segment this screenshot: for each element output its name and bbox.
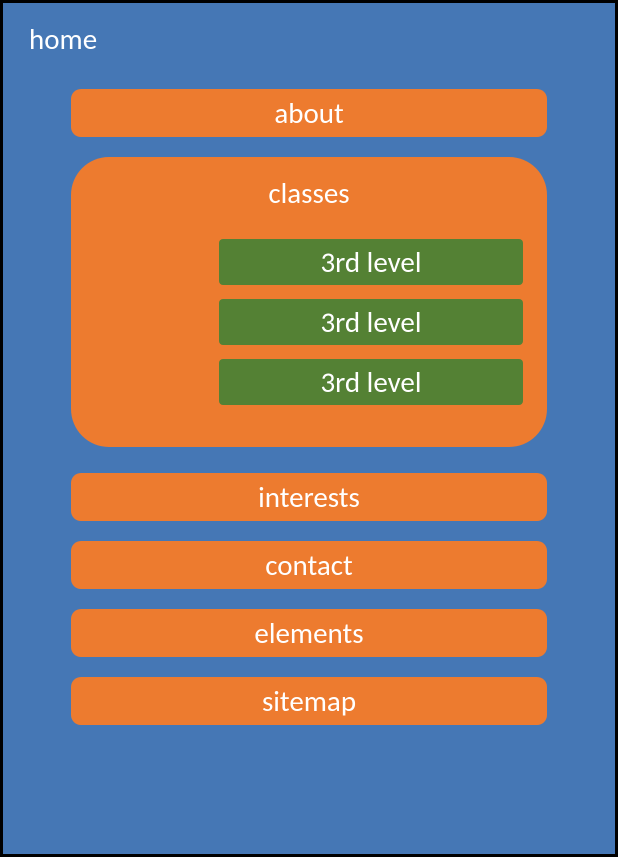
nav-item-sitemap[interactable]: sitemap: [71, 677, 547, 725]
nav-item-interests[interactable]: interests: [71, 473, 547, 521]
nav-item-label: contact: [265, 547, 353, 583]
nav-item-label: classes: [95, 175, 523, 211]
nav-subitem[interactable]: 3rd level: [219, 359, 523, 405]
nav-item-classes-expanded[interactable]: classes 3rd level 3rd level 3rd level: [71, 157, 547, 447]
sitemap-root-container: home about classes 3rd level 3rd level 3…: [0, 0, 618, 857]
nav-item-label: interests: [258, 479, 360, 515]
nav-item-contact[interactable]: contact: [71, 541, 547, 589]
nav-subitem-label: 3rd level: [320, 244, 421, 280]
nav-subitem[interactable]: 3rd level: [219, 239, 523, 285]
root-label: home: [23, 21, 595, 57]
nav-subitem-label: 3rd level: [320, 304, 421, 340]
nav-item-elements[interactable]: elements: [71, 609, 547, 657]
nav-item-about[interactable]: about: [71, 89, 547, 137]
nav-item-label: about: [274, 95, 343, 131]
nav-item-label: elements: [254, 615, 363, 651]
nav-subitem[interactable]: 3rd level: [219, 299, 523, 345]
nav-item-label: sitemap: [262, 683, 356, 719]
nav-subitem-label: 3rd level: [320, 364, 421, 400]
